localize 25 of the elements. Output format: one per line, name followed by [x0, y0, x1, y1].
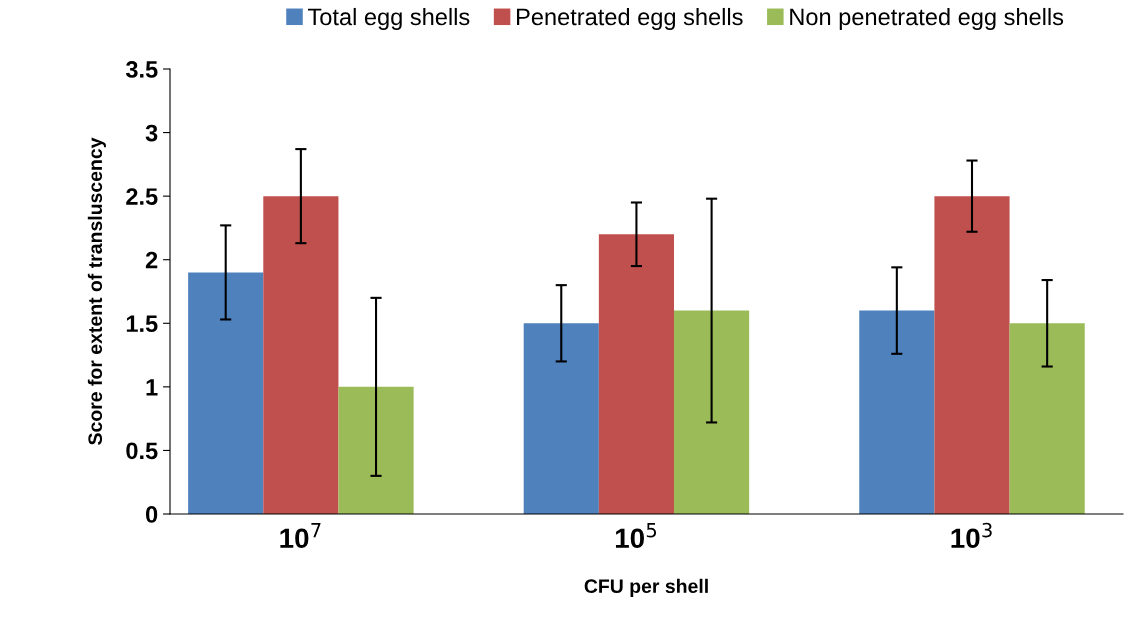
x-axis-title: CFU per shell	[584, 578, 708, 597]
bar	[523, 323, 599, 514]
y-tick-label: 3.5	[125, 61, 158, 78]
bar	[674, 310, 750, 514]
y-tick-label: 1	[146, 379, 158, 396]
legend-label: Total egg shells	[308, 7, 470, 30]
bar	[859, 310, 935, 514]
x-tick-label: 10$^{3}$	[951, 522, 992, 549]
legend-label: Non penetrated egg shells	[790, 7, 1064, 30]
y-tick-label: 1.5	[126, 315, 158, 333]
bar	[263, 196, 339, 514]
bar	[188, 272, 264, 514]
bar	[338, 386, 414, 514]
bar	[934, 196, 1010, 514]
y-tick-label: 2.5	[126, 188, 158, 205]
y-tick-label: 3	[145, 124, 158, 142]
x-tick-label: 10$^{7}$	[280, 523, 321, 549]
x-tick-label: 10$^{5}$	[615, 523, 657, 549]
bar	[598, 234, 675, 514]
y-tick-label: 2	[145, 251, 158, 269]
legend-label: Penetrated egg shells	[517, 7, 743, 30]
y-tick-label: 0.5	[126, 442, 158, 460]
y-tick-label: 0	[146, 506, 158, 523]
bar	[1009, 323, 1085, 514]
y-axis-title: Score for extent of transluscency	[87, 137, 106, 445]
